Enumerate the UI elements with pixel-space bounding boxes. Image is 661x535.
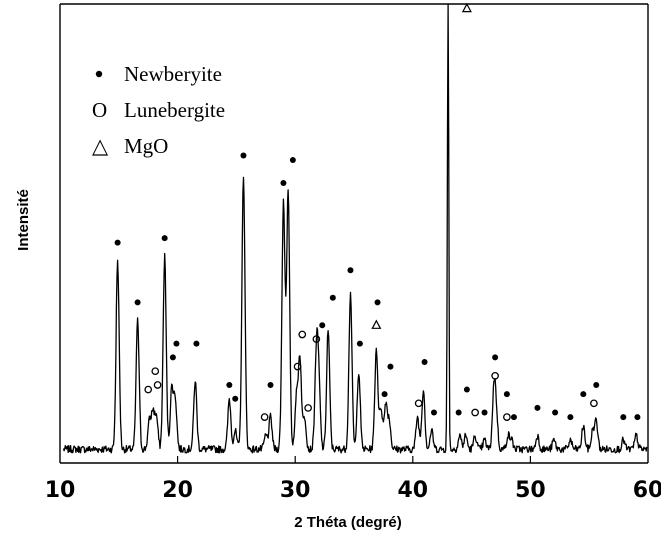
newberyite-peak-marker (503, 391, 510, 398)
newberyite-peak-marker (319, 322, 326, 329)
newberyite-peak-marker (534, 404, 541, 411)
lunebergite-peak-marker (153, 381, 162, 389)
legend-dot-marker (95, 70, 103, 78)
newberyite-peak-marker (267, 381, 274, 388)
mgo-peak-marker (461, 2, 472, 13)
newberyite-peak-marker (374, 299, 381, 306)
lunebergite-peak-marker (312, 335, 321, 343)
newberyite-peak-marker (567, 414, 574, 421)
newberyite-peak-marker (492, 354, 499, 361)
newberyite-peak-marker (463, 386, 470, 393)
mgo-peak-marker (371, 319, 382, 329)
legend-o-marker: O (92, 98, 107, 122)
newberyite-peak-marker (114, 239, 121, 246)
lunebergite-peak-marker (260, 413, 269, 421)
lunebergite-peak-marker (304, 404, 312, 412)
lunebergite-peak-marker (503, 413, 511, 421)
newberyite-peak-marker (232, 395, 239, 402)
newberyite-peak-marker (620, 414, 627, 421)
lunebergite-peak-marker (298, 330, 307, 339)
legend: Newberyite O Lunebergite △ MgO (92, 62, 225, 158)
legend-item-mgo: △ MgO (92, 134, 168, 158)
x-tick-label: 60 (633, 478, 661, 503)
lunebergite-peak-marker (590, 399, 598, 408)
newberyite-peak-marker (455, 409, 462, 416)
newberyite-peak-marker (552, 409, 559, 416)
legend-label: MgO (124, 134, 168, 158)
newberyite-peak-marker (226, 381, 233, 388)
newberyite-peak-marker (193, 340, 200, 347)
newberyite-peak-marker (430, 409, 437, 416)
newberyite-peak-marker (634, 414, 641, 421)
newberyite-peak-marker (510, 414, 517, 421)
newberyite-peak-marker (134, 299, 141, 306)
newberyite-peak-marker (381, 391, 388, 398)
x-axis-title: 2 Théta (degré) (294, 514, 402, 531)
newberyite-peak-marker (580, 391, 587, 398)
newberyite-peak-marker (356, 340, 363, 347)
newberyite-peak-marker (481, 409, 488, 416)
y-axis-title: Intensité (15, 189, 32, 251)
newberyite-peak-marker (173, 340, 180, 347)
lunebergite-peak-marker (491, 371, 499, 380)
legend-item-lunebergite: O Lunebergite (92, 98, 225, 122)
lunebergite-peak-marker (293, 362, 302, 371)
x-tick-label: 10 (45, 478, 76, 503)
lunebergite-peak-marker (414, 399, 423, 408)
newberyite-peak-marker (329, 294, 336, 301)
newberyite-peak-marker (169, 354, 176, 361)
x-ticks: 10 20 30 40 50 60 (45, 456, 661, 503)
newberyite-peak-marker (280, 180, 287, 187)
lunebergite-peak-marker (471, 408, 479, 417)
x-tick-label: 30 (280, 478, 311, 503)
newberyite-peak-marker (289, 157, 296, 164)
plot-frame (59, 3, 649, 464)
newberyite-peak-marker (593, 381, 600, 388)
newberyite-peak-marker (347, 267, 354, 274)
legend-item-newberyite: Newberyite (95, 62, 222, 86)
lunebergite-peak-marker (144, 385, 153, 394)
x-tick-label: 20 (162, 478, 193, 503)
x-tick-label: 50 (515, 478, 546, 503)
newberyite-peak-marker (161, 235, 168, 242)
newberyite-peak-marker (421, 359, 428, 366)
legend-triangle-marker: △ (92, 134, 109, 158)
legend-label: Lunebergite (124, 98, 225, 122)
x-tick-label: 40 (397, 478, 428, 503)
peak-markers (114, 2, 641, 421)
newberyite-peak-marker (240, 152, 247, 159)
lunebergite-peak-marker (151, 367, 160, 376)
newberyite-peak-marker (387, 363, 394, 370)
legend-label: Newberyite (124, 62, 222, 86)
diffraction-pattern-line (62, 3, 648, 454)
